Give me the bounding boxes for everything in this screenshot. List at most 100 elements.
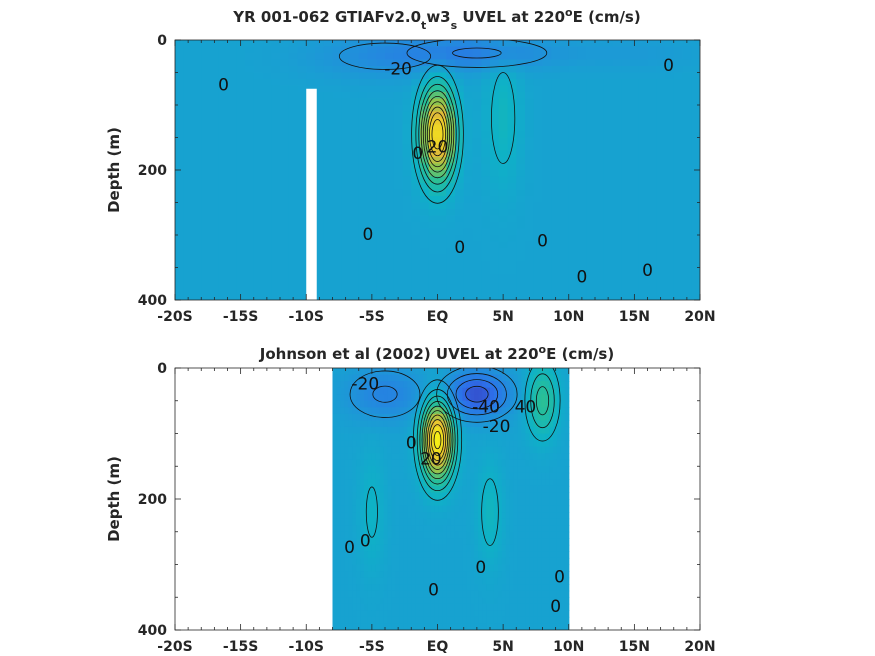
heat-cell [577,189,587,197]
heat-cell [352,584,357,592]
heat-cell [358,79,369,87]
heat-cell [315,79,325,87]
heat-cell [533,485,538,494]
heat-cell [497,590,503,598]
heat-cell [367,105,377,113]
heat-cell [367,538,373,546]
heat-cell [391,446,397,454]
heat-cell [288,248,299,256]
heat-cell [529,616,534,625]
heat-cell [542,163,552,171]
heat-cell [673,209,684,217]
heat-cell [428,280,439,288]
heat-cell [542,170,552,178]
heat-cell [402,222,412,230]
heat-cell [466,610,471,618]
heat-cell [501,472,507,480]
heat-cell [192,92,202,100]
heat-cell [306,59,316,67]
heat-cell [356,597,361,605]
heat-cell [462,420,467,428]
heat-cell [352,446,357,454]
heat-cell [175,280,185,288]
heat-cell [454,544,460,552]
heat-cell [533,124,544,132]
heat-cell [340,387,345,395]
heat-cell [665,183,675,191]
heat-cell [356,485,361,494]
heat-cell [673,248,684,256]
heat-cell [507,235,517,243]
heat-cell [371,440,377,448]
heat-cell [375,485,381,494]
heat-cell [183,261,194,269]
heat-cell [542,228,552,236]
heat-cell [513,466,519,474]
heat-cell [407,564,412,572]
heat-cell [478,387,483,395]
heat-cell [493,623,499,630]
heat-cell [595,202,605,210]
heat-cell [438,603,444,611]
heat-cell [556,610,562,618]
heat-cell [521,544,527,552]
heat-cell [603,196,614,204]
heat-cell [551,157,561,165]
heat-cell [478,525,483,533]
heat-cell [438,616,444,625]
heat-cell [564,531,570,539]
heat-cell [458,518,464,526]
heat-cell [612,280,622,288]
heat-cell [474,499,479,507]
heat-cell [509,400,515,408]
heat-cell [437,170,447,178]
heat-cell [434,518,440,526]
heat-cell [442,466,448,474]
heat-cell [340,584,345,592]
heat-cell [411,293,421,300]
heat-cell [367,544,373,552]
heat-cell [533,92,544,100]
heat-cell [549,479,554,487]
heat-cell [533,170,544,178]
heat-cell [434,433,440,441]
heat-cell [428,183,439,191]
heat-cell [376,137,386,145]
x-tick-label: 15N [619,309,650,325]
heat-cell [379,505,385,513]
heat-cell [560,426,566,435]
heat-cell [227,137,237,145]
heat-cell [411,280,421,288]
heat-cell [621,157,631,165]
heat-cell [673,287,684,295]
heat-cell [603,92,614,100]
heat-cell [525,176,535,184]
heat-cell [402,228,412,236]
heat-cell [507,137,517,145]
heat-cell [474,577,479,585]
heat-cell [411,381,416,389]
heat-cell [564,472,570,480]
heat-cell [612,176,622,184]
heat-cell [367,228,377,236]
heat-cell [442,623,448,630]
heat-cell [542,209,552,217]
heat-cell [364,525,369,533]
heat-cell [507,222,517,230]
heat-cell [478,381,483,389]
heat-cell [387,616,393,625]
heat-cell [455,228,465,236]
heat-cell [470,374,475,382]
heat-cell [399,453,404,461]
heat-cell [454,492,460,500]
heat-cell [586,163,596,171]
heat-cell [395,440,401,448]
heat-cell [175,170,185,178]
heat-cell [280,79,290,87]
heat-cell [297,72,307,80]
heat-cell [348,544,353,552]
heat-cell [568,163,579,171]
heat-cell [501,459,507,467]
heat-cell [218,105,229,113]
heat-cell [665,118,675,126]
